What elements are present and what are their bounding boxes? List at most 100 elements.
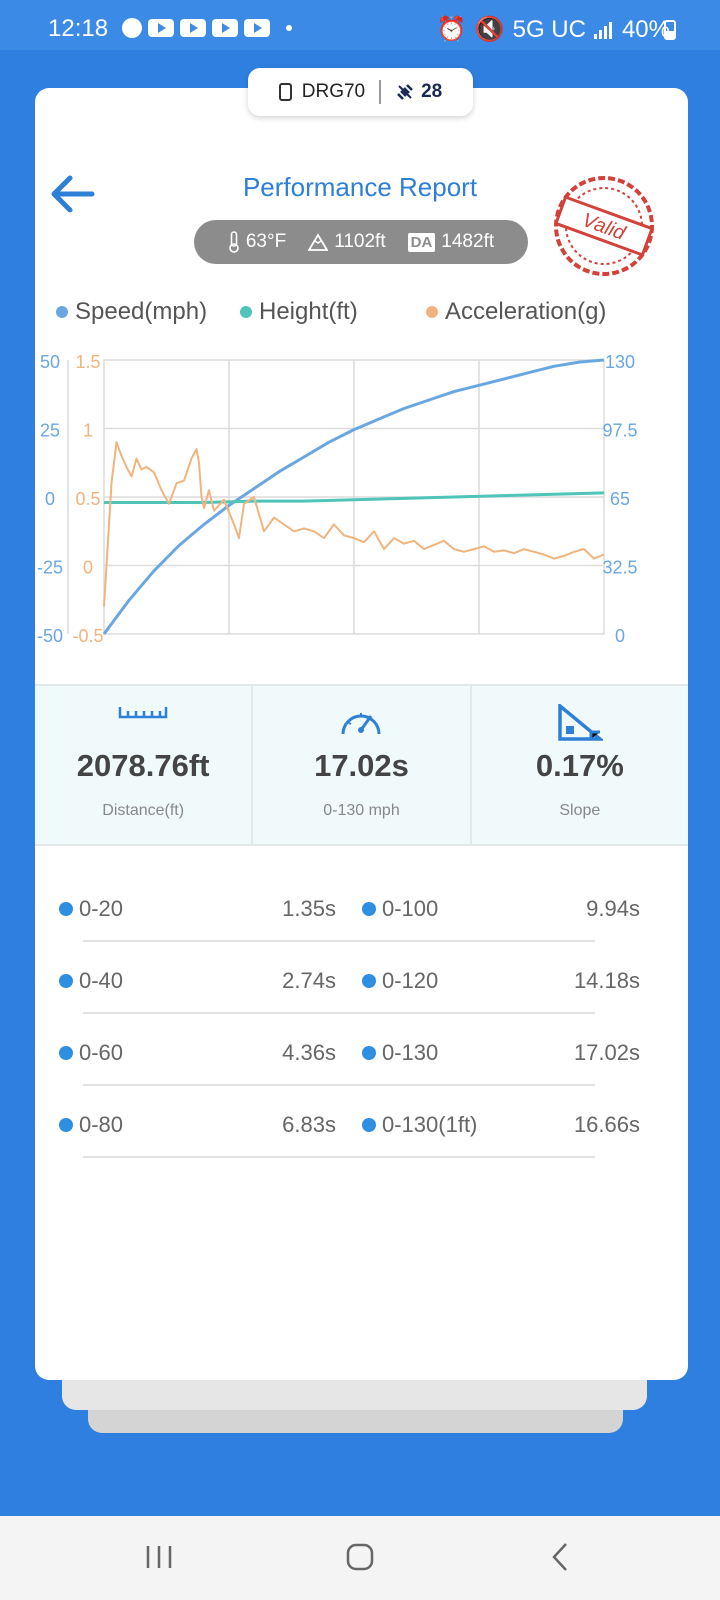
density-altitude: DA 1482ft (407, 231, 495, 253)
legend-acceleration-label: Acceleration(g) (445, 298, 607, 325)
accel-tick-label: 1 (83, 421, 93, 441)
mountain-icon (308, 233, 329, 251)
altitude-value: 1102ft (334, 231, 386, 252)
status-time: 12:18 (48, 15, 109, 42)
speed-tick-label: 130 (605, 352, 635, 372)
bullet-icon (362, 1046, 376, 1060)
accel-tick-label: 0 (83, 558, 93, 578)
height-tick-label: 25 (40, 421, 60, 441)
split-label: 0-100 (362, 896, 438, 922)
legend-speed: Speed(mph) (56, 298, 207, 326)
network-type: 5G UC (512, 15, 586, 43)
metrics-panel: 2078.76ft Distance(ft) 17.02s 0-130 mph … (35, 684, 688, 846)
series-line-heightft (104, 491, 605, 504)
split-value: 9.94s (586, 896, 640, 921)
height-tick-label: 50 (40, 352, 60, 372)
back-button[interactable] (550, 1542, 570, 1572)
split-value: 14.18s (573, 968, 640, 993)
thermometer-icon (229, 231, 239, 253)
split-label-text: 0-100 (382, 896, 439, 921)
split-label: 0-130 (362, 1040, 438, 1066)
legend-speed-label: Speed(mph) (75, 298, 208, 325)
split-value: 2.74s (282, 968, 336, 993)
divider (83, 940, 595, 942)
bullet-icon (362, 902, 376, 916)
distance-label: Distance(ft) (102, 802, 185, 819)
youtube-icon (148, 19, 174, 37)
split-label: 0-60 (59, 1040, 123, 1066)
device-pill[interactable]: DRG70 28 (248, 68, 473, 116)
notification-icons (122, 18, 292, 38)
legend-height-label: Height(ft) (259, 298, 358, 325)
system-nav-bar (0, 1516, 720, 1600)
split-label-text: 0-60 (79, 1040, 124, 1065)
split-label-text: 0-120 (382, 968, 439, 993)
split-value: 6.83s (282, 1112, 336, 1137)
youtube-icon (212, 19, 238, 37)
divider (83, 1012, 595, 1014)
speedometer-icon (341, 713, 381, 735)
split-label: 0-40 (59, 968, 123, 994)
time-metric: 17.02s 0-130 mph (253, 686, 472, 844)
split-label-text: 0-40 (79, 968, 124, 993)
accel-tick-label: -0.5 (72, 626, 103, 646)
legend-acceleration: Acceleration(g) (426, 298, 606, 326)
table-row: 0-80 6.83s 0-130(1ft) 16.66s (0, 1086, 720, 1158)
split-label-text: 0-20 (79, 896, 124, 921)
ruler-icon (118, 707, 168, 719)
youtube-icon (180, 19, 206, 37)
split-label-text: 0-80 (79, 1112, 124, 1137)
divider (83, 1156, 595, 1158)
distance-value: 2078.76ft (76, 748, 210, 783)
valid-stamp-icon: Valid (554, 176, 654, 276)
signal-icon (593, 21, 612, 39)
height-tick-label: 0 (45, 489, 55, 509)
bullet-icon (59, 902, 73, 916)
back-arrow-icon[interactable] (48, 172, 96, 216)
speed-tick-label: 97.5 (602, 421, 637, 441)
split-value: 4.36s (282, 1040, 336, 1065)
split-label-text: 0-130(1ft) (382, 1112, 478, 1137)
time-value: 17.02s (314, 748, 409, 783)
height-tick-label: -25 (37, 558, 63, 578)
performance-chart: 50 25 0 -25 -50 1.5 1 0.5 0 -0.5 130 97.5 65 32.5 0 (37, 352, 638, 646)
table-row: 0-20 1.35s 0-100 9.94s (0, 870, 720, 942)
altitude: 1102ft (308, 231, 386, 253)
bullet-icon (362, 1118, 376, 1132)
split-label: 0-120 (362, 968, 438, 994)
split-label: 0-20 (59, 896, 123, 922)
home-button[interactable] (345, 1542, 375, 1572)
status-right: ⏰ 🔇 5G UC 40% (437, 15, 670, 44)
height-tick-label: -50 (37, 626, 63, 646)
page-title: Performance Report (242, 172, 478, 202)
voicemail-icon (244, 19, 270, 37)
table-row: 0-60 4.36s 0-130 17.02s (0, 1014, 720, 1086)
satellite-count: 28 (421, 81, 443, 102)
app-notification-icon (122, 18, 142, 38)
legend-swatch (240, 306, 252, 318)
temperature: 63°F (228, 231, 286, 253)
legend-swatch (56, 306, 68, 318)
split-value: 17.02s (573, 1040, 640, 1065)
split-label: 0-80 (59, 1112, 123, 1138)
divider (83, 1084, 595, 1086)
bullet-icon (59, 1046, 73, 1060)
split-value: 16.66s (573, 1112, 640, 1137)
density-altitude-value: 1482ft (441, 231, 495, 252)
speed-tick-label: 32.5 (602, 558, 637, 578)
slope-label: Slope (559, 802, 601, 819)
speed-tick-label: 0 (615, 626, 625, 646)
bullet-icon (59, 1118, 73, 1132)
density-altitude-label: DA (407, 232, 436, 252)
slope-value: 0.17% (535, 748, 624, 783)
legend-swatch (426, 306, 438, 318)
split-label: 0-130(1ft) (362, 1112, 477, 1138)
device-icon (278, 83, 292, 101)
device-name: DRG70 (301, 81, 366, 102)
speed-tick-label: 65 (610, 489, 630, 509)
satellite-icon (397, 84, 413, 100)
recent-apps-button[interactable] (145, 1544, 173, 1570)
time-label: 0-130 mph (323, 802, 400, 819)
battery-percent: 40% (621, 15, 670, 43)
accel-tick-label: 0.5 (75, 489, 100, 509)
